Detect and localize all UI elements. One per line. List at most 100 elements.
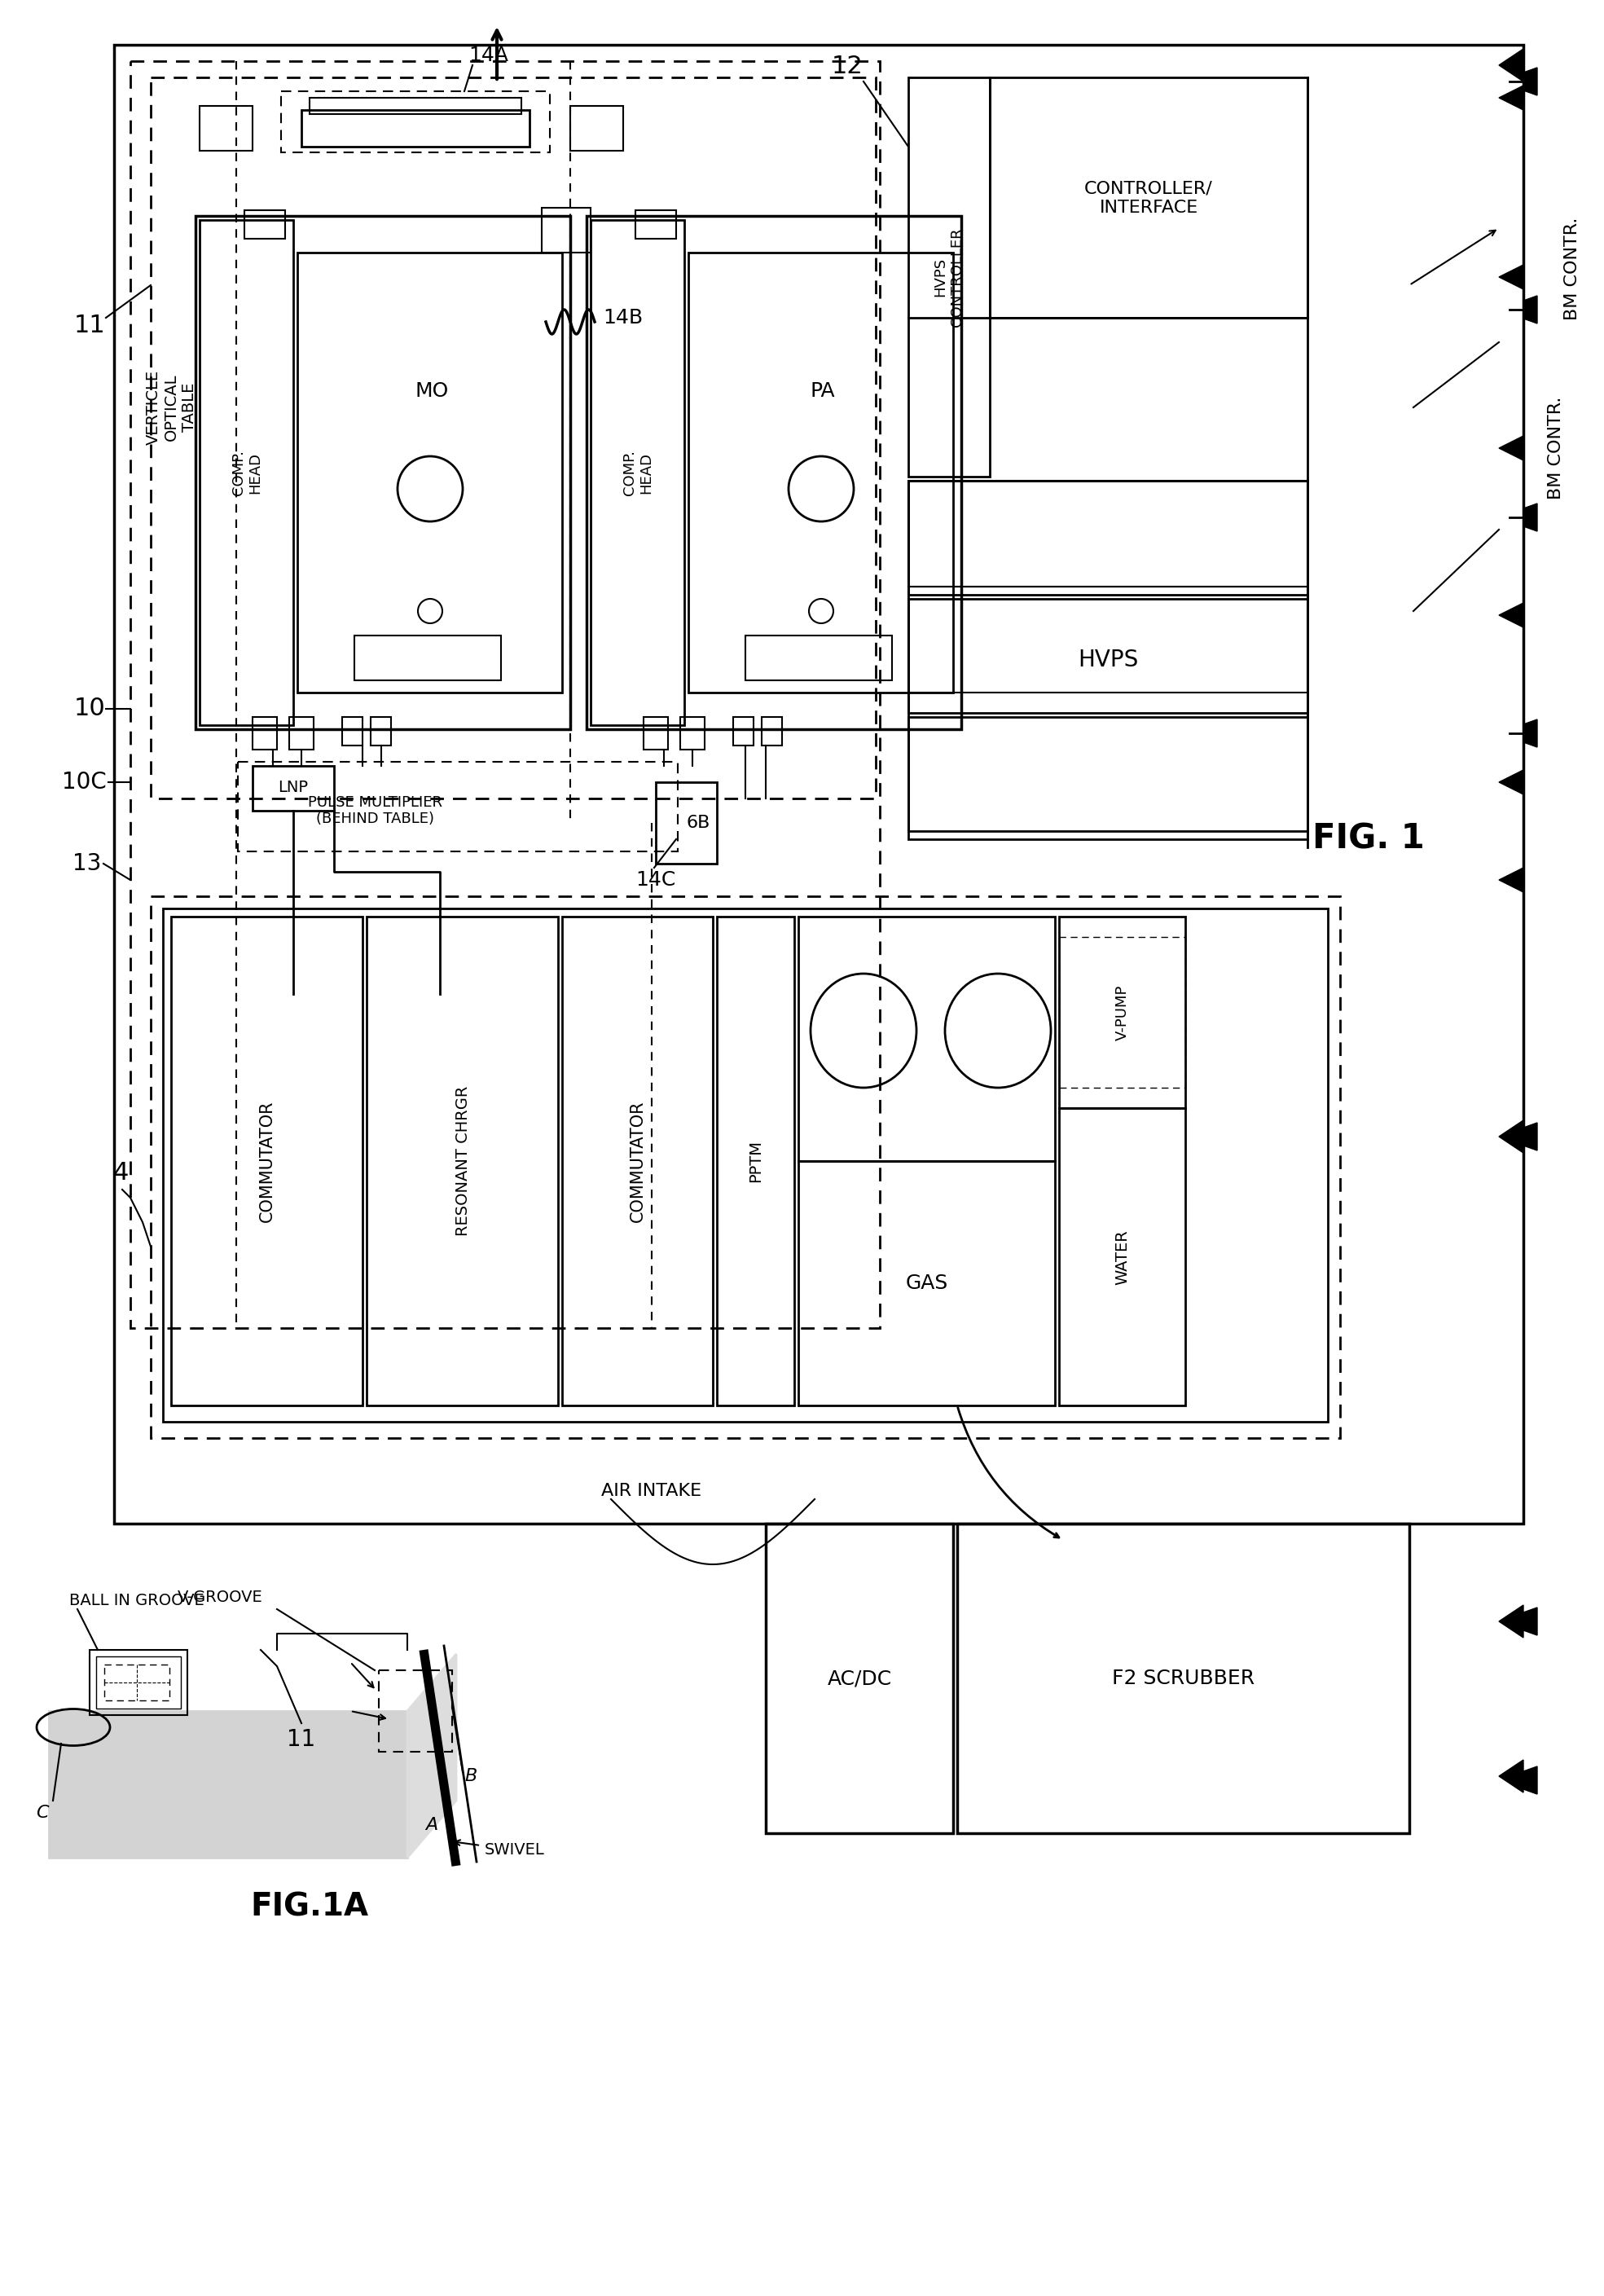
Text: 14C: 14C <box>635 870 675 891</box>
Bar <box>114 46 1524 1525</box>
Text: A: A <box>425 1816 438 1832</box>
Text: SWIVEL: SWIVEL <box>484 1841 545 1857</box>
Text: V-GROOVE: V-GROOVE <box>178 1589 263 1605</box>
Bar <box>297 253 561 693</box>
Bar <box>1059 937 1185 1088</box>
Bar <box>990 78 1307 317</box>
Bar <box>542 207 590 253</box>
Polygon shape <box>1498 604 1524 627</box>
Bar <box>199 220 294 726</box>
Polygon shape <box>1498 1761 1524 1793</box>
Bar <box>746 636 892 680</box>
Text: WATER: WATER <box>1115 1231 1131 1286</box>
Text: CONTROLLER/
INTERFACE: CONTROLLER/ INTERFACE <box>1084 181 1213 216</box>
Text: PA: PA <box>810 381 836 402</box>
Bar <box>571 106 624 152</box>
Text: 11: 11 <box>74 315 106 338</box>
Bar <box>196 216 571 730</box>
Polygon shape <box>1498 1605 1524 1637</box>
Text: BM CONTR.: BM CONTR. <box>1564 218 1580 321</box>
Text: RESONANT CHRGR: RESONANT CHRGR <box>456 1086 470 1235</box>
Polygon shape <box>1498 48 1524 80</box>
Bar <box>104 1665 170 1701</box>
Text: BALL IN GROOVE: BALL IN GROOVE <box>69 1593 204 1609</box>
Text: COMP.
HEAD: COMP. HEAD <box>231 450 263 496</box>
Polygon shape <box>1524 67 1537 96</box>
Bar <box>199 106 252 152</box>
Bar <box>354 636 500 680</box>
Text: FIG.1A: FIG.1A <box>250 1892 369 1922</box>
Bar <box>908 480 1307 595</box>
Bar <box>310 99 521 115</box>
Polygon shape <box>1524 296 1537 324</box>
Bar <box>799 1162 1055 1405</box>
Polygon shape <box>1498 85 1524 110</box>
Text: GAS: GAS <box>906 1274 948 1293</box>
Text: COMP.
HEAD: COMP. HEAD <box>622 450 654 496</box>
Bar <box>765 1525 953 1832</box>
Text: FIG. 1: FIG. 1 <box>1312 822 1424 856</box>
Polygon shape <box>1498 436 1524 459</box>
Text: COMMUTATOR: COMMUTATOR <box>630 1100 646 1221</box>
Polygon shape <box>1498 769 1524 794</box>
Polygon shape <box>1498 868 1524 893</box>
Bar <box>908 716 1307 831</box>
Bar <box>281 92 550 152</box>
Text: HVPS: HVPS <box>1078 647 1139 670</box>
Bar <box>733 716 754 746</box>
Bar <box>908 599 1307 714</box>
Bar <box>1059 916 1185 1109</box>
Polygon shape <box>1524 1766 1537 1793</box>
Bar <box>1059 1109 1185 1405</box>
Bar <box>252 767 334 810</box>
Bar <box>151 78 876 799</box>
Bar <box>367 916 558 1405</box>
Bar <box>252 716 277 748</box>
Text: B: B <box>464 1768 476 1784</box>
Bar <box>643 716 667 748</box>
Text: PPTM: PPTM <box>747 1139 764 1182</box>
Bar <box>237 762 678 852</box>
Bar <box>342 716 363 746</box>
Bar <box>680 716 704 748</box>
Bar <box>958 1525 1410 1832</box>
Bar <box>164 909 1328 1421</box>
Text: V-PUMP: V-PUMP <box>1115 985 1129 1040</box>
Bar <box>635 211 677 239</box>
Polygon shape <box>1498 1120 1524 1153</box>
Bar <box>590 220 685 726</box>
Bar <box>371 716 391 746</box>
Bar <box>908 480 1307 840</box>
Text: 4: 4 <box>112 1162 128 1185</box>
Text: PULSE MULTIPLIER
(BEHIND TABLE): PULSE MULTIPLIER (BEHIND TABLE) <box>308 794 443 827</box>
Text: 10: 10 <box>74 698 106 721</box>
Bar <box>717 916 794 1405</box>
Polygon shape <box>1498 264 1524 289</box>
Text: LNP: LNP <box>277 781 308 797</box>
Bar <box>688 253 953 693</box>
Text: VERTICLE
OPTICAL
TABLE: VERTICLE OPTICAL TABLE <box>146 370 197 445</box>
Text: 14B: 14B <box>603 308 643 328</box>
Bar <box>289 716 314 748</box>
Bar <box>908 480 1307 588</box>
Bar <box>908 78 990 478</box>
Bar <box>90 1651 188 1715</box>
Bar <box>762 716 783 746</box>
Text: MO: MO <box>415 381 449 402</box>
Polygon shape <box>1524 503 1537 530</box>
Text: AIR INTAKE: AIR INTAKE <box>602 1483 703 1499</box>
Bar <box>587 216 961 730</box>
Text: HVPS
CONTROLLER: HVPS CONTROLLER <box>934 227 966 326</box>
Text: F2 SCRUBBER: F2 SCRUBBER <box>1112 1669 1254 1688</box>
Text: 12: 12 <box>831 55 863 78</box>
Text: COMMUTATOR: COMMUTATOR <box>260 1100 276 1221</box>
Text: C: C <box>35 1805 48 1821</box>
Bar <box>799 916 1055 1162</box>
Text: BM CONTR.: BM CONTR. <box>1548 397 1564 501</box>
Bar <box>379 1669 452 1752</box>
Polygon shape <box>1524 1123 1537 1150</box>
Polygon shape <box>1524 1607 1537 1635</box>
Polygon shape <box>407 1653 456 1857</box>
Text: 10C: 10C <box>61 771 106 794</box>
Polygon shape <box>48 1653 456 1711</box>
